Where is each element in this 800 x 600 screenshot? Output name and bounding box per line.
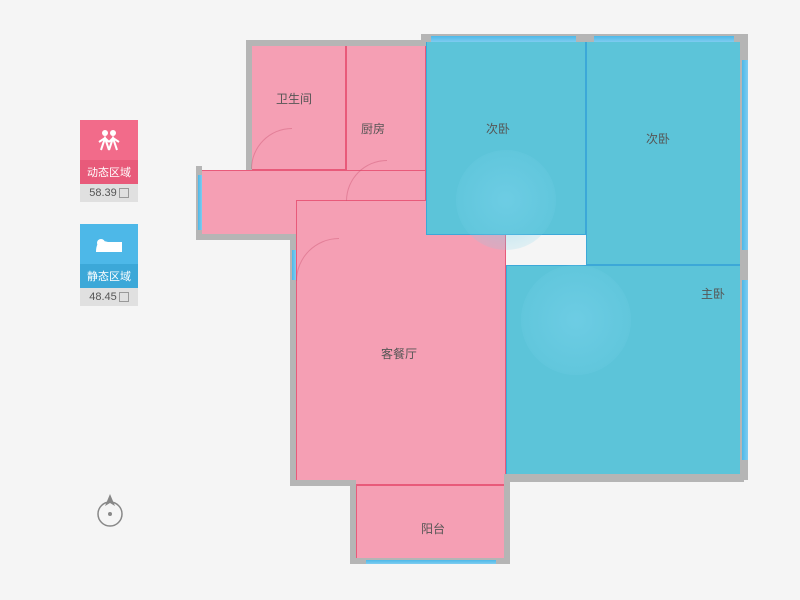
room-balcony <box>356 485 506 560</box>
legend: 动态区域 58.39 静态区域 48.45 <box>80 120 138 328</box>
legend-static: 静态区域 48.45 <box>80 224 138 306</box>
room-bed2b <box>586 40 741 265</box>
window <box>742 60 748 250</box>
compass-icon <box>90 490 130 530</box>
legend-dynamic-value: 58.39 <box>80 184 138 202</box>
wall <box>504 474 510 564</box>
wall <box>196 234 296 240</box>
zone-highlight <box>521 265 631 375</box>
window <box>198 175 202 230</box>
legend-dynamic: 动态区域 58.39 <box>80 120 138 202</box>
wall <box>350 480 356 564</box>
legend-static-label: 静态区域 <box>80 264 138 288</box>
window <box>431 36 576 42</box>
legend-dynamic-value-text: 58.39 <box>89 187 117 199</box>
people-icon <box>80 120 138 160</box>
window <box>366 560 496 564</box>
zone-highlight <box>456 150 556 250</box>
window <box>742 280 748 460</box>
legend-static-value: 48.45 <box>80 288 138 306</box>
wall <box>290 480 356 486</box>
window <box>594 36 734 42</box>
legend-dynamic-label: 动态区域 <box>80 160 138 184</box>
wall <box>504 474 744 482</box>
floor-plan: 卫生间厨房客餐厅阳台次卧次卧主卧 <box>196 20 746 580</box>
sleep-icon <box>80 224 138 264</box>
wall <box>246 40 252 170</box>
wall <box>246 40 426 46</box>
legend-static-value-text: 48.45 <box>89 291 117 303</box>
square-unit-icon <box>119 292 129 302</box>
square-unit-icon <box>119 188 129 198</box>
